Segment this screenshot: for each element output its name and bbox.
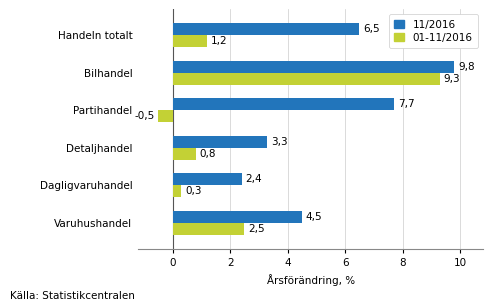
Legend: 11/2016, 01-11/2016: 11/2016, 01-11/2016 [389, 14, 478, 48]
Text: 9,3: 9,3 [444, 74, 460, 84]
Text: 2,4: 2,4 [246, 174, 262, 185]
Bar [158, 110, 173, 123]
Bar [173, 73, 440, 85]
Text: 0,8: 0,8 [199, 149, 216, 159]
Text: 0,3: 0,3 [185, 186, 202, 196]
Text: 9,8: 9,8 [458, 62, 475, 72]
Text: 3,3: 3,3 [271, 137, 288, 147]
Bar [173, 223, 245, 235]
Bar [173, 35, 207, 47]
Bar [173, 61, 455, 73]
Bar [173, 23, 359, 35]
Bar [173, 174, 242, 185]
Text: 1,2: 1,2 [211, 36, 227, 47]
Text: Källa: Statistikcentralen: Källa: Statistikcentralen [10, 291, 135, 301]
Bar [173, 185, 181, 198]
Bar [173, 98, 394, 110]
Text: 4,5: 4,5 [306, 212, 322, 222]
Bar [173, 211, 302, 223]
X-axis label: Årsförändring, %: Årsförändring, % [267, 274, 354, 286]
Text: 2,5: 2,5 [248, 224, 265, 234]
Bar [173, 148, 196, 160]
Text: 6,5: 6,5 [363, 24, 380, 34]
Text: 7,7: 7,7 [398, 99, 414, 109]
Bar [173, 136, 267, 148]
Text: -0,5: -0,5 [134, 112, 154, 121]
